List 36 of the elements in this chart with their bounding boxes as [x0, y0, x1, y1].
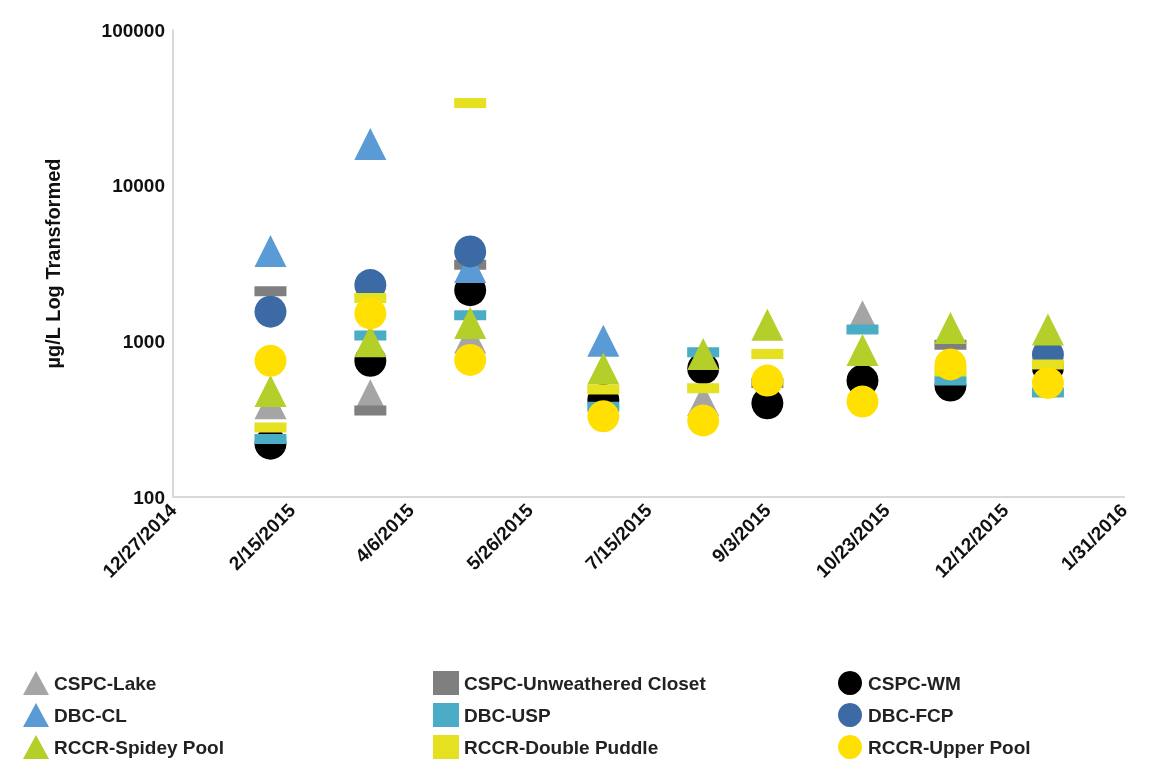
- point: [934, 311, 967, 344]
- point: [354, 128, 387, 161]
- point: [1031, 367, 1064, 399]
- point: [454, 307, 487, 340]
- point: [454, 343, 487, 376]
- legend-label: CSPC-Unweathered Closet: [464, 672, 707, 694]
- point: [254, 344, 287, 377]
- y-tick-label: 1000: [122, 330, 165, 352]
- legend-label: DBC-CL: [54, 704, 128, 726]
- point: [846, 385, 879, 418]
- point: [587, 400, 620, 433]
- point: [687, 404, 720, 437]
- y-tick-label: 100: [133, 486, 165, 508]
- point: [354, 297, 387, 330]
- y-tick-label: 100000: [101, 19, 165, 41]
- legend-label: RCCR-Double Puddle: [464, 736, 659, 758]
- point: [1031, 313, 1064, 346]
- legend-label: RCCR-Upper Pool: [868, 736, 1031, 758]
- point: [587, 324, 620, 357]
- point: [587, 352, 620, 385]
- point: [454, 235, 487, 268]
- legend-label: CSPC-Lake: [54, 672, 157, 694]
- y-axis-title: µg/L Log Transformed: [42, 158, 64, 369]
- point: [254, 374, 287, 407]
- legend-label: DBC-FCP: [868, 704, 954, 726]
- legend-label: CSPC-WM: [868, 672, 961, 694]
- point: [254, 295, 287, 328]
- point: [687, 337, 720, 370]
- legend-label: DBC-USP: [464, 704, 551, 726]
- point: [751, 308, 784, 341]
- point: [846, 333, 879, 366]
- point: [751, 364, 784, 397]
- legend-label: RCCR-Spidey Pool: [54, 736, 224, 758]
- point: [254, 235, 287, 268]
- y-tick-label: 10000: [112, 175, 165, 197]
- point: [934, 348, 967, 381]
